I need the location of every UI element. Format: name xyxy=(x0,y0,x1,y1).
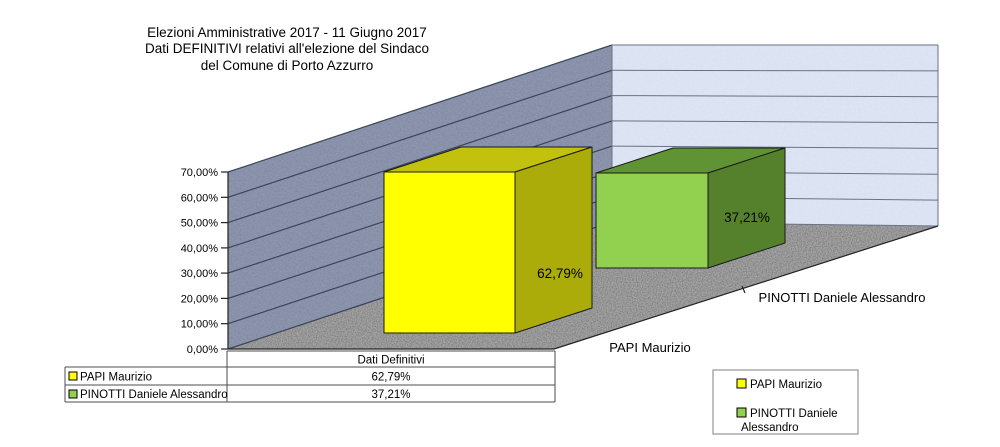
series-axis xyxy=(228,225,939,350)
legend-item2-label-line2: Alessandro xyxy=(741,422,799,434)
bar1-side-face xyxy=(514,146,593,334)
ytick-40: 40,00% xyxy=(181,243,219,255)
series2-floor-label: PINOTTI Daniele Alessandro xyxy=(759,290,926,305)
value-axis xyxy=(221,171,229,350)
legend-key-series2-icon xyxy=(736,407,747,418)
ytick-10: 10,00% xyxy=(181,319,219,331)
legend-key-series1-icon xyxy=(736,378,747,389)
legend-item2-label-line1: PINOTTI Daniele xyxy=(750,408,838,420)
table-row1-value: 62,79% xyxy=(371,372,410,384)
table-row2-value: 37,21% xyxy=(371,389,410,401)
chart-title: Elezioni Amministrative 2017 - 11 Giugno… xyxy=(145,25,429,73)
table-row1-name: PAPI Maurizio xyxy=(80,372,152,384)
series1-floor-label: PAPI Maurizio xyxy=(609,340,690,355)
table-row2-name: PINOTTI Daniele Alessandro xyxy=(80,389,228,401)
bar1-front-face xyxy=(383,171,516,334)
legend-item1-label: PAPI Maurizio xyxy=(750,379,822,391)
bar2-data-label: 37,21% xyxy=(724,210,770,225)
ytick-0: 0,00% xyxy=(187,344,218,356)
table-header-dati-definitivi: Dati Definitivi xyxy=(357,355,424,367)
legend: PAPI Maurizio PINOTTI Daniele Alessandro xyxy=(712,369,859,435)
chart-title-line1: Elezioni Amministrative 2017 - 11 Giugno… xyxy=(147,25,427,40)
ytick-70: 70,00% xyxy=(181,167,219,179)
chart-title-line3: del Comune di Porto Azzurro xyxy=(201,58,374,73)
table-key-series2-icon xyxy=(68,389,78,399)
bar-pinotti-daniele-alessandro xyxy=(595,147,786,269)
value-axis-labels: 70,00% 60,00% 50,00% 40,00% 30,00% 20,00… xyxy=(181,167,219,356)
ytick-60: 60,00% xyxy=(181,192,219,204)
ytick-30: 30,00% xyxy=(181,268,219,280)
table-key-series1-icon xyxy=(68,371,78,381)
ytick-20: 20,00% xyxy=(181,293,219,305)
ytick-50: 50,00% xyxy=(181,218,219,230)
bar2-front-face xyxy=(595,172,709,269)
bar1-data-label: 62,79% xyxy=(537,266,583,281)
data-table: Dati Definitivi PAPI Maurizio 62,79% PIN… xyxy=(64,350,556,403)
bar-papi-maurizio xyxy=(383,146,593,334)
chart-title-line2: Dati DEFINITIVI relativi all'elezione de… xyxy=(145,41,429,56)
